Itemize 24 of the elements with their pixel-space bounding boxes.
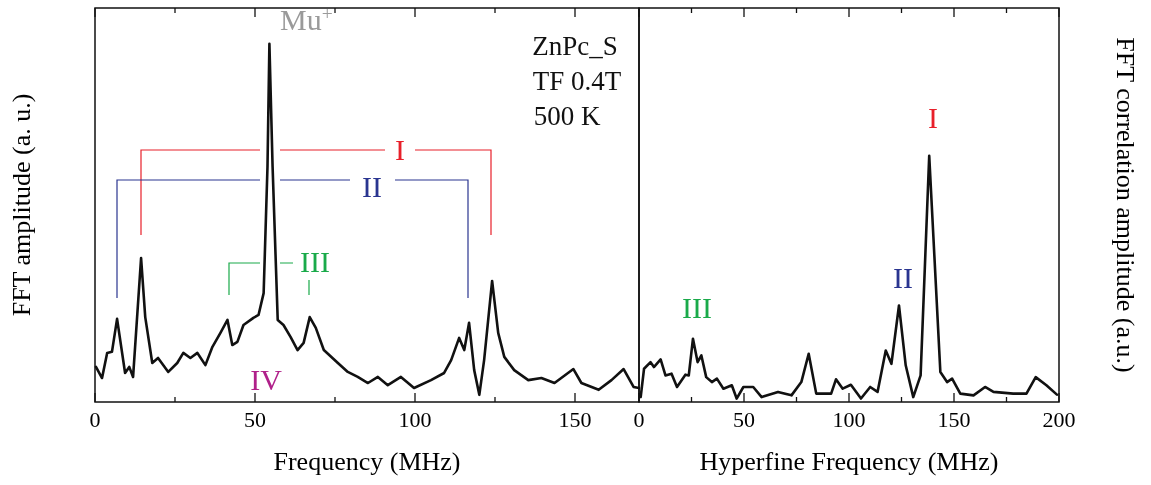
x-tick-label: 50: [244, 407, 266, 432]
x-tick-label: 0: [633, 407, 645, 432]
text: I: [928, 101, 938, 134]
x-tick-label: 200: [1042, 407, 1076, 432]
annotation: II: [893, 261, 913, 294]
x-tick-label: 50: [733, 407, 755, 432]
x-tick-label: 100: [832, 407, 866, 432]
x-axis-title: Hyperfine Frequency (MHz): [699, 447, 999, 476]
annotation: III: [682, 291, 712, 324]
annotation: 500 K: [533, 101, 601, 131]
x-tick-label: 150: [937, 407, 971, 432]
y-axis-title: FFT correlation amplitude (a.u.): [1111, 37, 1140, 373]
annotation: TF 0.4T: [532, 66, 622, 96]
annotation: IV: [250, 363, 283, 396]
y-axis-title: FFT amplitude (a. u.): [7, 93, 36, 317]
x-tick-label: 150: [558, 407, 592, 432]
x-axis-title: Frequency (MHz): [273, 447, 461, 476]
annotation: III: [300, 245, 330, 278]
text: Mu$^{+}$: [280, 2, 333, 36]
x-tick-label: 100: [398, 407, 432, 432]
x-tick-label: 0: [89, 407, 101, 432]
annotation: II: [362, 170, 382, 203]
annotation: I: [395, 133, 405, 166]
annotation: ZnPc_S: [532, 31, 618, 61]
